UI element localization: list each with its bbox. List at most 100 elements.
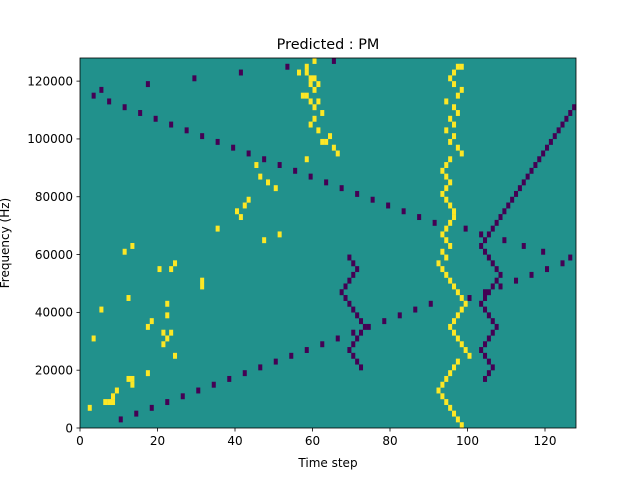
heatmap-cell-high xyxy=(161,341,166,348)
heatmap-cell-high xyxy=(463,300,468,307)
heatmap-cell-low xyxy=(215,138,220,145)
heatmap-cell-high xyxy=(173,352,178,359)
heatmap-cell-high xyxy=(300,92,305,99)
heatmap-cell-high xyxy=(440,266,445,273)
heatmap-cell-low xyxy=(331,58,336,64)
heatmap-cell-low xyxy=(347,277,352,284)
heatmap-cell-low xyxy=(498,283,503,290)
heatmap-cell-low xyxy=(483,237,488,244)
heatmap-cell-low xyxy=(339,289,344,296)
y-axis-ticks: 0 20000 40000 60000 80000 100000 120000 xyxy=(27,74,80,435)
heatmap-cell-low xyxy=(351,341,356,348)
y-tick-label: 60000 xyxy=(35,248,73,262)
y-tick-label: 80000 xyxy=(35,190,73,204)
y-axis-label: Frequency (Hz) xyxy=(0,198,12,289)
heatmap-cell-low xyxy=(483,375,488,382)
heatmap-cell-high xyxy=(126,295,131,301)
heatmap-cell-high xyxy=(114,387,119,394)
heatmap-cell-low xyxy=(277,162,282,168)
heatmap-cell-high xyxy=(455,416,460,423)
x-tick-label: 120 xyxy=(534,434,557,448)
heatmap-cell-high xyxy=(130,243,135,249)
heatmap-cell-high xyxy=(452,364,457,371)
heatmap-cell-high xyxy=(169,266,174,273)
heatmap-cell-high xyxy=(436,387,441,394)
heatmap-cell-high xyxy=(455,335,460,342)
y-tick-label: 0 xyxy=(65,421,73,435)
heatmap-cell-high xyxy=(304,63,309,70)
heatmap-cell-high xyxy=(444,196,449,203)
heatmap-cell-high xyxy=(277,231,282,238)
heatmap-cell-low xyxy=(118,416,123,423)
heatmap-cell-low xyxy=(355,335,360,342)
heatmap-cell-high xyxy=(452,329,457,336)
heatmap-cell-low xyxy=(494,219,499,226)
heatmap-cell-high xyxy=(130,375,135,382)
heatmap-cell-low xyxy=(359,318,364,325)
heatmap-cell-low xyxy=(545,266,550,273)
heatmap-cell-low xyxy=(490,283,495,290)
heatmap-cell-high xyxy=(444,237,449,244)
heatmap-cell-low xyxy=(308,173,313,180)
heatmap-cell-low xyxy=(362,323,367,330)
heatmap-cell-high xyxy=(444,375,449,382)
heatmap-cell-low xyxy=(184,127,189,134)
heatmap-cell-high xyxy=(335,150,340,157)
heatmap-cell-low xyxy=(517,185,522,192)
heatmap-cell-low xyxy=(486,335,491,342)
heatmap-cell-low xyxy=(231,144,236,151)
heatmap-cell-high xyxy=(455,63,460,70)
x-axis-label: Time step xyxy=(297,456,357,470)
heatmap-cell-low xyxy=(510,196,515,203)
heatmap-cell-low xyxy=(397,312,402,319)
heatmap-cell-low xyxy=(483,352,488,359)
heatmap-cell-low xyxy=(355,266,360,273)
heatmap-cell-low xyxy=(541,248,546,255)
heatmap-cell-high xyxy=(312,86,317,93)
heatmap-cell-high xyxy=(258,173,263,180)
heatmap-cell-high xyxy=(308,121,313,128)
heatmap-cell-high xyxy=(459,341,464,348)
heatmap-cell-high xyxy=(455,358,460,365)
heatmap-cell-low xyxy=(529,271,534,278)
heatmap-cell-high xyxy=(452,121,457,128)
heatmap-cell-low xyxy=(479,243,484,249)
heatmap-cell-high xyxy=(455,144,460,151)
heatmap-cell-low xyxy=(401,208,406,215)
heatmap-cell-low xyxy=(386,202,391,209)
heatmap-cells xyxy=(80,58,577,429)
heatmap-cell-high xyxy=(448,277,453,284)
heatmap-cell-low xyxy=(343,295,348,301)
heatmap-cell-low xyxy=(273,358,278,365)
x-tick-label: 40 xyxy=(227,434,242,448)
heatmap-cell-high xyxy=(87,404,92,411)
heatmap-cell-low xyxy=(483,248,488,255)
heatmap-cell-high xyxy=(161,329,166,336)
heatmap-cell-high xyxy=(246,196,251,203)
heatmap-cell-high xyxy=(126,375,131,382)
heatmap-cell-high xyxy=(452,214,457,221)
heatmap-cell-low xyxy=(490,225,495,232)
heatmap-cell-high xyxy=(308,98,313,105)
heatmap-cell-high xyxy=(444,173,449,180)
heatmap-cell-high xyxy=(145,370,150,377)
heatmap-cell-low xyxy=(490,364,495,371)
heatmap-cell-high xyxy=(436,260,441,267)
heatmap-cell-high xyxy=(304,69,309,76)
heatmap-cell-high xyxy=(444,399,449,406)
heatmap-cell-low xyxy=(486,370,491,377)
heatmap-cell-low xyxy=(122,104,127,111)
heatmap-cell-high xyxy=(273,185,278,192)
heatmap-cell-high xyxy=(448,75,453,82)
heatmap-cell-low xyxy=(467,295,472,301)
heatmap-cell-low xyxy=(91,92,96,99)
heatmap-cell-high xyxy=(200,277,205,284)
heatmap-cell-low xyxy=(355,312,360,319)
heatmap-cell-low xyxy=(180,393,185,400)
heatmap-cell-low xyxy=(355,358,360,365)
heatmap-cell-low xyxy=(149,404,154,411)
heatmap-cell-high xyxy=(107,399,112,406)
x-tick-label: 20 xyxy=(150,434,165,448)
heatmap-cell-low xyxy=(514,277,519,284)
